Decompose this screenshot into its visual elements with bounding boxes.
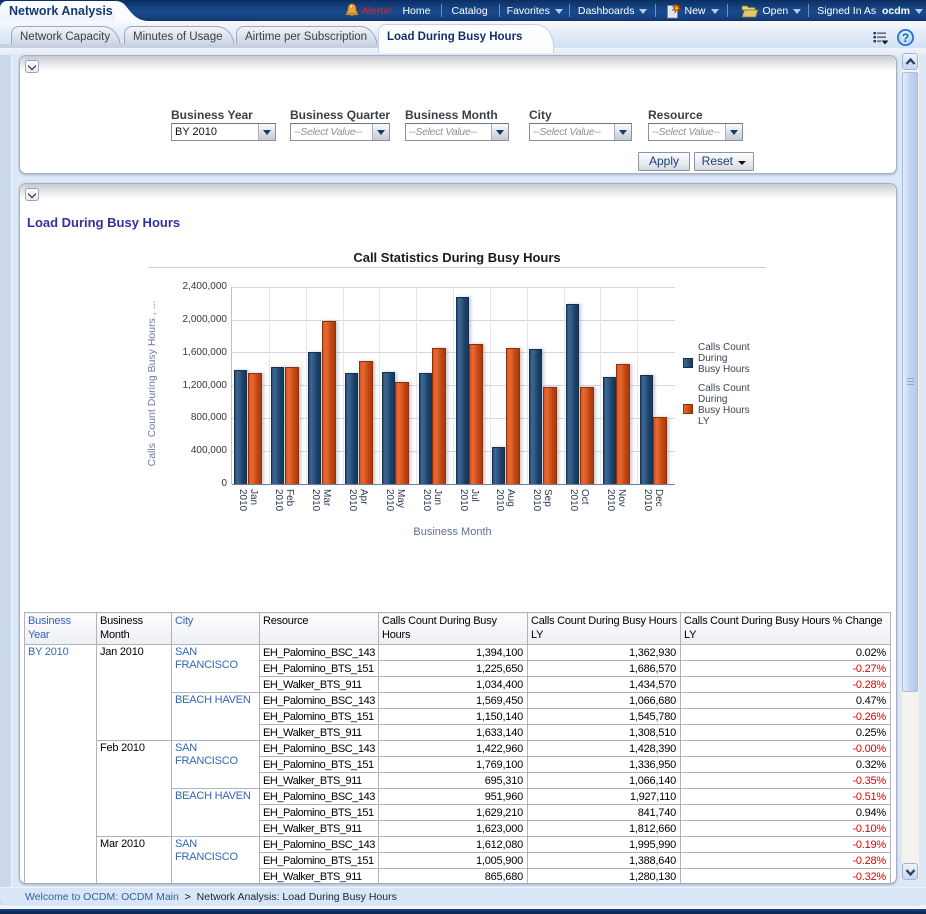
svg-text:?: ? [902, 31, 909, 45]
